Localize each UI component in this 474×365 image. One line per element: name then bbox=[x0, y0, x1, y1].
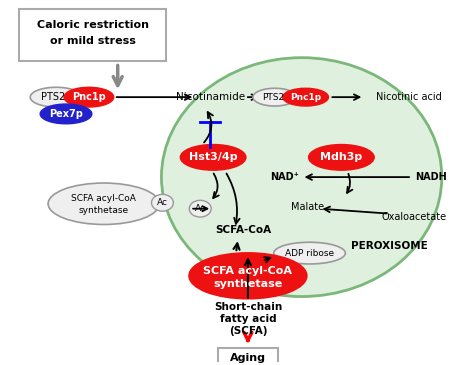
Ellipse shape bbox=[162, 58, 442, 296]
Text: PTS2: PTS2 bbox=[41, 92, 65, 102]
Text: Nicotinamide: Nicotinamide bbox=[175, 92, 245, 102]
Ellipse shape bbox=[48, 183, 159, 224]
Text: or mild stress: or mild stress bbox=[50, 36, 136, 46]
Ellipse shape bbox=[64, 87, 114, 107]
Text: Ac: Ac bbox=[157, 198, 168, 207]
Ellipse shape bbox=[253, 88, 297, 106]
Text: fatty acid: fatty acid bbox=[219, 314, 276, 324]
Text: SCFA acyl-CoA: SCFA acyl-CoA bbox=[72, 194, 136, 203]
Text: Pnc1p: Pnc1p bbox=[72, 92, 106, 102]
Text: (SCFA): (SCFA) bbox=[228, 326, 267, 336]
Text: Ac: Ac bbox=[195, 204, 206, 213]
Text: Caloric restriction: Caloric restriction bbox=[37, 20, 149, 30]
Text: Pnc1p: Pnc1p bbox=[290, 93, 321, 101]
Ellipse shape bbox=[30, 87, 82, 107]
Text: PTS2: PTS2 bbox=[262, 93, 284, 101]
Ellipse shape bbox=[189, 200, 211, 217]
Text: SCFA-CoA: SCFA-CoA bbox=[215, 226, 271, 235]
Text: Malate: Malate bbox=[291, 202, 324, 212]
Text: Mdh3p: Mdh3p bbox=[320, 152, 363, 162]
Text: Pex7p: Pex7p bbox=[49, 109, 83, 119]
Ellipse shape bbox=[180, 145, 246, 170]
Ellipse shape bbox=[189, 253, 307, 299]
Text: Oxaloacetate: Oxaloacetate bbox=[382, 212, 447, 222]
Text: SCFA acyl-CoA: SCFA acyl-CoA bbox=[203, 266, 292, 276]
Text: Nicotinic acid: Nicotinic acid bbox=[376, 92, 442, 102]
Bar bbox=[218, 348, 278, 365]
Ellipse shape bbox=[309, 145, 374, 170]
Text: Aging: Aging bbox=[230, 353, 266, 363]
Ellipse shape bbox=[274, 242, 346, 264]
Text: synthetase: synthetase bbox=[213, 279, 283, 289]
Text: Hst3/4p: Hst3/4p bbox=[189, 152, 237, 162]
Text: synthetase: synthetase bbox=[79, 206, 129, 215]
Ellipse shape bbox=[152, 195, 173, 211]
Text: Short-chain: Short-chain bbox=[214, 302, 282, 312]
Text: NAD⁺: NAD⁺ bbox=[270, 172, 299, 182]
Text: NADH: NADH bbox=[415, 172, 447, 182]
Ellipse shape bbox=[283, 88, 328, 106]
Text: ADP ribose: ADP ribose bbox=[285, 249, 334, 258]
Bar bbox=[19, 9, 166, 61]
Ellipse shape bbox=[40, 104, 92, 124]
Text: PEROXISOME: PEROXISOME bbox=[351, 241, 428, 251]
